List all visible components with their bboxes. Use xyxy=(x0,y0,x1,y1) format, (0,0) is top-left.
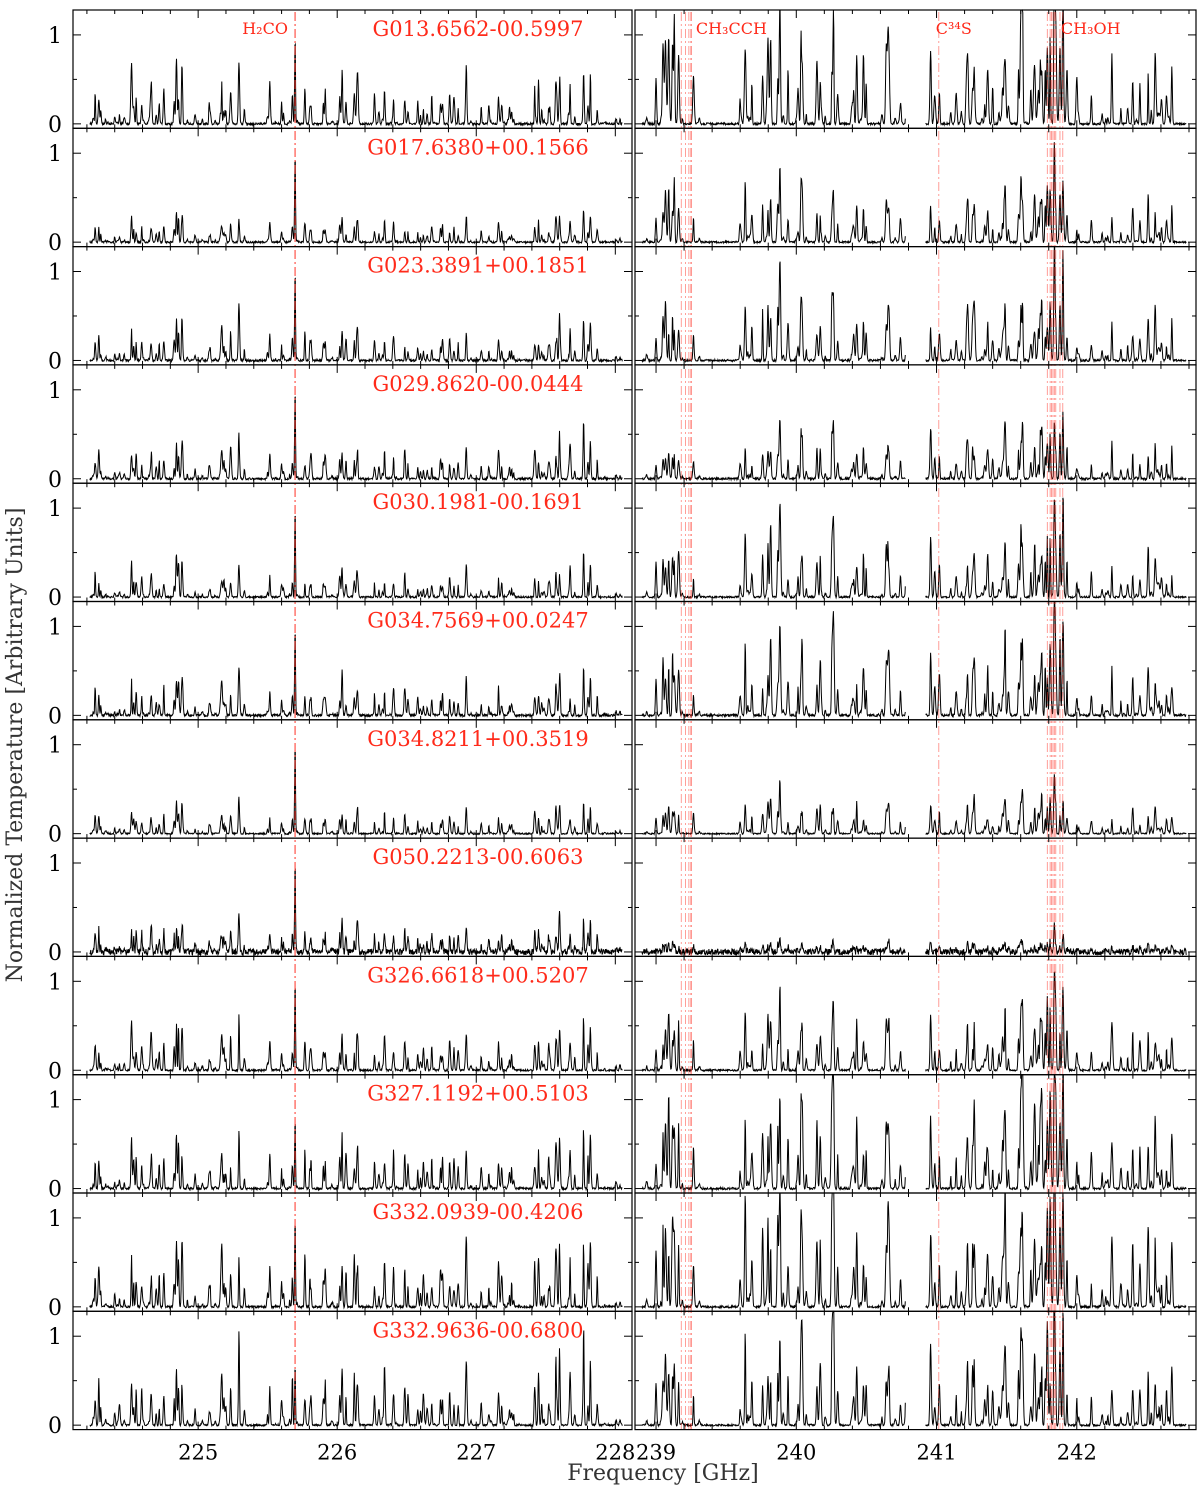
source-name: G034.7569+00.0247 xyxy=(367,609,588,633)
panel-frame-right-5 xyxy=(634,482,1197,603)
line-label-C34S: C³⁴S xyxy=(936,19,972,38)
y-tick-label: 1 xyxy=(48,1325,62,1350)
y-tick-label: 0 xyxy=(48,586,62,611)
source-name: G327.1192+00.5103 xyxy=(367,1082,588,1106)
y-tick-label: 1 xyxy=(48,734,62,759)
spectrum-left-G030.1981-00.1691 xyxy=(89,515,623,600)
source-name: G013.6562-00.5997 xyxy=(373,17,584,41)
panel-frame-right-2 xyxy=(634,127,1197,248)
x-tick-label-right: 239 xyxy=(636,1441,676,1465)
y-tick-label: 1 xyxy=(48,1207,62,1232)
spectrum-right-G327.1192+00.5103 xyxy=(641,1074,1187,1192)
panel-frame-right-10 xyxy=(634,1074,1197,1194)
y-tick-label: 0 xyxy=(48,941,62,966)
y-tick-label: 0 xyxy=(48,1059,62,1084)
panel-frame-left-12 xyxy=(72,1310,633,1431)
panel-frame-right-9 xyxy=(634,955,1197,1076)
spectrum-left-G050.2213-00.6063 xyxy=(89,868,623,957)
spectrum-left-G332.9636-00.6800 xyxy=(89,1330,623,1428)
source-name: G023.3891+00.1851 xyxy=(367,254,588,278)
spectrum-right-G326.6618+00.5207 xyxy=(641,971,1187,1073)
y-tick-label: 0 xyxy=(48,349,62,374)
y-axis-label: Normalized Temperature [Arbitrary Units] xyxy=(3,508,28,983)
x-tick-label-left: 227 xyxy=(456,1441,496,1465)
axes-layer: 0 1 0 1 0 1 0 1 0 1 0 1 0 1 0 1 0 1 0 1 0 1 0 1 225 226 227 228 239 2… xyxy=(48,9,1197,1465)
spectrum-left-G023.3891+00.1851 xyxy=(89,277,623,364)
y-tick-label: 0 xyxy=(48,823,62,848)
y-tick-label: 0 xyxy=(48,1414,62,1439)
y-tick-label: 1 xyxy=(48,379,62,404)
x-tick-label-right: 242 xyxy=(1057,1441,1097,1465)
spectrum-left-G327.1192+00.5103 xyxy=(89,1124,623,1192)
spectrum-right-G034.7569+00.0247 xyxy=(641,601,1187,719)
spectrum-right-G013.6562-00.5997 xyxy=(641,9,1187,127)
spectrum-right-G029.8620-00.0444 xyxy=(641,411,1187,482)
spectrum-left-G034.7569+00.0247 xyxy=(89,634,623,719)
spectrum-right-G050.2213-00.6063 xyxy=(641,922,1187,957)
source-name: G030.1981-00.1691 xyxy=(373,490,584,514)
spectrum-right-G332.0939-00.4206 xyxy=(641,1192,1187,1310)
spectrum-right-G017.6380+00.1566 xyxy=(641,142,1187,245)
labels-layer: G013.6562-00.5997 G017.6380+00.1566 G023.3… xyxy=(242,17,1120,1342)
spectrum-left-G034.8211+00.3519 xyxy=(89,752,623,837)
y-tick-label: 1 xyxy=(48,970,62,995)
source-name: G034.8211+00.3519 xyxy=(367,727,588,751)
spectrum-right-G023.3891+00.1851 xyxy=(641,246,1187,364)
line-label-H2CO: H₂CO xyxy=(242,19,288,38)
y-tick-label: 0 xyxy=(48,1296,62,1321)
y-tick-label: 0 xyxy=(48,113,62,138)
source-name: G326.6618+00.5207 xyxy=(367,963,588,987)
y-tick-label: 1 xyxy=(48,615,62,640)
x-tick-label-left: 226 xyxy=(317,1441,357,1465)
y-tick-label: 0 xyxy=(48,231,62,256)
x-tick-label-right: 241 xyxy=(916,1441,956,1465)
y-tick-label: 1 xyxy=(48,497,62,522)
y-tick-label: 1 xyxy=(48,1089,62,1114)
source-name: G332.9636-00.6800 xyxy=(373,1318,584,1342)
x-axis-label: Frequency [GHz] xyxy=(567,1461,759,1486)
x-tick-label-left: 228 xyxy=(595,1441,635,1465)
spectrum-right-G332.9636-00.6800 xyxy=(641,1310,1187,1428)
spectra-layer xyxy=(89,9,1187,1428)
source-name: G029.8620-00.0444 xyxy=(373,372,584,396)
y-tick-label: 1 xyxy=(48,24,62,49)
spectrum-left-G326.6618+00.5207 xyxy=(89,988,623,1074)
y-tick-label: 1 xyxy=(48,261,62,286)
x-tick-label-right: 240 xyxy=(776,1441,816,1465)
y-tick-label: 0 xyxy=(48,704,62,729)
spectrum-left-G332.0939-00.4206 xyxy=(89,1225,623,1310)
source-name: G017.6380+00.1566 xyxy=(367,135,588,159)
panel-frame-right-4 xyxy=(634,364,1197,484)
spectrum-left-G029.8620-00.0444 xyxy=(89,396,623,482)
y-tick-label: 0 xyxy=(48,1178,62,1203)
spectrum-right-G034.8211+00.3519 xyxy=(641,774,1187,837)
spectrum-left-G013.6562-00.5997 xyxy=(89,42,623,127)
spectrum-right-G030.1981-00.1691 xyxy=(641,497,1187,600)
source-name: G050.2213-00.6063 xyxy=(373,845,584,869)
panel-frame-right-8 xyxy=(634,837,1197,957)
panel-frame-right-3 xyxy=(634,246,1197,366)
source-name: G332.0939-00.4206 xyxy=(373,1200,584,1224)
y-tick-label: 1 xyxy=(48,852,62,877)
x-tick-label-left: 225 xyxy=(178,1441,218,1465)
y-tick-label: 1 xyxy=(48,142,62,167)
line-label-CH3CCH: CH₃CCH xyxy=(696,19,767,38)
y-tick-label: 0 xyxy=(48,468,62,493)
spectrum-left-G017.6380+00.1566 xyxy=(89,160,623,245)
panel-frame-right-12 xyxy=(634,1310,1197,1431)
panel-frame-right-6 xyxy=(634,600,1197,721)
line-label-CH3OH: CH₃OH xyxy=(1061,19,1121,38)
